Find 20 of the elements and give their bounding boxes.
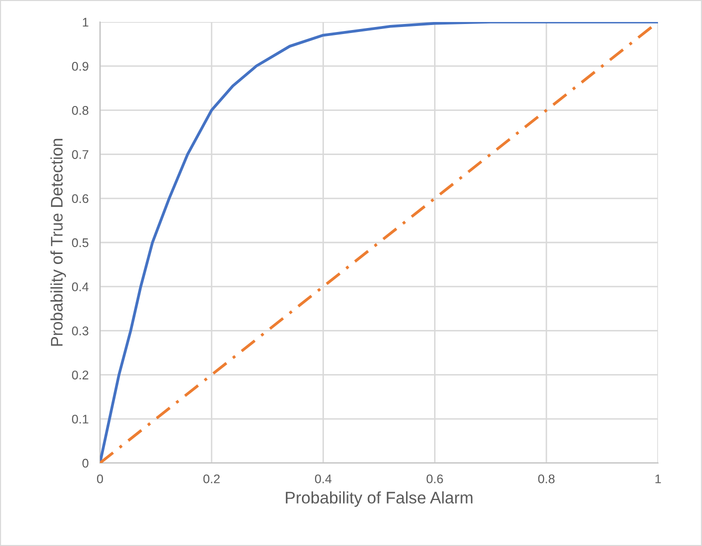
y-tick-label: 0.5 <box>72 238 88 248</box>
y-tick-label: 0.1 <box>72 414 88 424</box>
y-tick-label: 0 <box>82 458 88 468</box>
y-tick-label: 1 <box>82 18 88 27</box>
x-axis-title: Probability of False Alarm <box>286 491 472 507</box>
y-tick-label: 0.4 <box>72 282 89 292</box>
x-tick-label: 0.8 <box>538 474 555 484</box>
x-tick-label: 0.4 <box>315 474 332 484</box>
y-tick-label: 0.3 <box>72 326 88 336</box>
x-tick-label: 0.6 <box>426 474 443 484</box>
y-tick-label: 0.9 <box>72 62 88 71</box>
line-series <box>100 22 658 463</box>
y-tick-label: 0.7 <box>72 150 88 159</box>
y-tick-label: 0.6 <box>72 194 88 204</box>
x-tick-label: 0 <box>97 474 103 484</box>
y-tick-label: 0.8 <box>72 106 88 115</box>
x-tick-label: 1 <box>655 474 661 484</box>
y-tick-label: 0.2 <box>72 370 88 380</box>
x-tick-label: 0.2 <box>203 474 220 484</box>
y-axis-title: Probability of True Detection <box>50 138 66 346</box>
